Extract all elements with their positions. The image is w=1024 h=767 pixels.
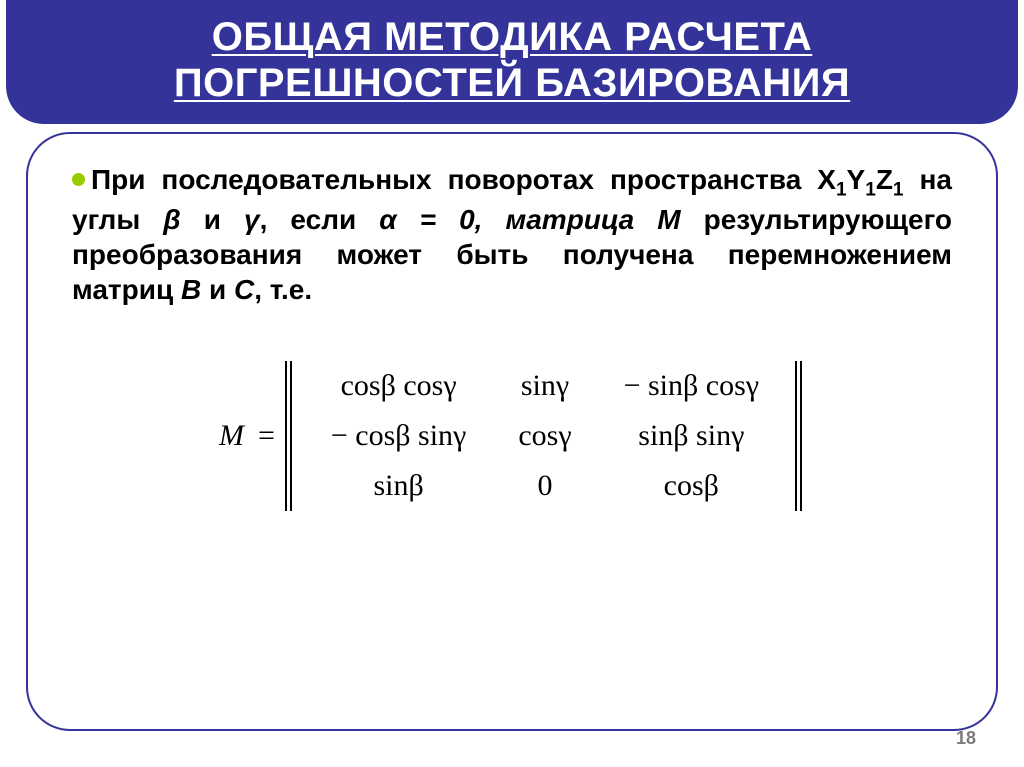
p-beta: β (163, 204, 180, 235)
matrix-row: cosβ cosγ sinγ − sinβ cosγ (305, 361, 785, 411)
matrix-eq: = (258, 419, 275, 453)
matrix-bars: cosβ cosγ sinγ − sinβ cosγ − cosβ sinγ c… (285, 361, 805, 511)
matrix-row: sinβ 0 cosβ (305, 461, 785, 511)
bullet-icon (72, 173, 85, 186)
p-mid2: Z (876, 164, 893, 195)
p-C: C (234, 274, 254, 305)
title-band: ОБЩАЯ МЕТОДИКА РАСЧЕТА ПОГРЕШНОСТЕЙ БАЗИ… (6, 0, 1018, 124)
p-alpha: α (379, 204, 396, 235)
p-tail: , т.е. (254, 274, 312, 305)
matrix-cell: − sinβ cosγ (598, 361, 785, 411)
matrix-cell: sinγ (492, 361, 597, 411)
matrix-cell: cosβ (598, 461, 785, 511)
body-paragraph: При последовательных поворотах пространс… (72, 162, 952, 307)
p-M: М (657, 204, 680, 235)
p-mid6: = 0, матрица (397, 204, 658, 235)
p-sub3: 1 (893, 180, 904, 201)
p-mid4: и (181, 204, 244, 235)
slide: ОБЩАЯ МЕТОДИКА РАСЧЕТА ПОГРЕШНОСТЕЙ БАЗИ… (0, 0, 1024, 767)
p-mid5: , если (260, 204, 380, 235)
matrix-right-bar (795, 361, 805, 511)
p-sub2: 1 (865, 180, 876, 201)
matrix-row: − cosβ sinγ cosγ sinβ sinγ (305, 411, 785, 461)
p-gamma: γ (244, 204, 260, 235)
matrix-left-bar (285, 361, 295, 511)
content-box: При последовательных поворотах пространс… (26, 132, 998, 731)
p-mid8: и (201, 274, 234, 305)
matrix-cell: cosγ (492, 411, 597, 461)
matrix-cell: − cosβ sinγ (305, 411, 492, 461)
p-mid1: Y (847, 164, 866, 195)
p-sub1: 1 (836, 180, 847, 201)
page-number: 18 (956, 728, 976, 749)
matrix-cell: sinβ (305, 461, 492, 511)
matrix-table: cosβ cosγ sinγ − sinβ cosγ − cosβ sinγ c… (305, 361, 785, 511)
p-B: B (181, 274, 201, 305)
slide-title: ОБЩАЯ МЕТОДИКА РАСЧЕТА ПОГРЕШНОСТЕЙ БАЗИ… (46, 14, 978, 106)
p-pre: При последовательных поворотах пространс… (91, 164, 836, 195)
matrix-cell: sinβ sinγ (598, 411, 785, 461)
matrix-label: M (219, 419, 244, 453)
matrix-cell: 0 (492, 461, 597, 511)
matrix-cell: cosβ cosγ (305, 361, 492, 411)
matrix-equation: M = cosβ cosγ sinγ − sinβ cosγ − cosβ si… (72, 361, 952, 511)
